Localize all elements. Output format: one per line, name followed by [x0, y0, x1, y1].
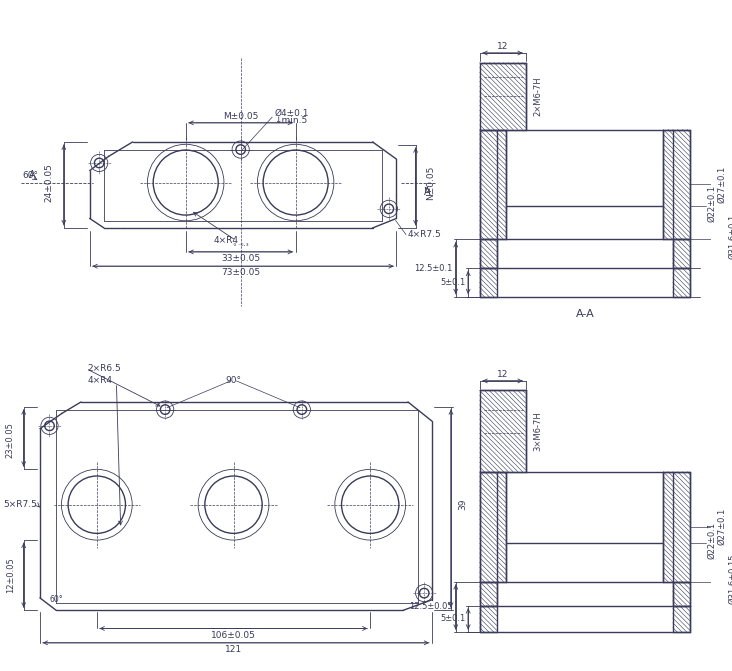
Text: ₋₀.₃: ₋₀.₃ [238, 241, 250, 247]
Text: 121: 121 [225, 645, 242, 654]
Text: Ø27±0.1: Ø27±0.1 [717, 166, 727, 203]
Text: Ø31.6±0.15: Ø31.6±0.15 [728, 554, 732, 604]
Text: 23±0.05: 23±0.05 [6, 423, 15, 458]
Text: Ø27±0.1: Ø27±0.1 [717, 508, 727, 546]
Text: A: A [29, 170, 36, 180]
Text: 5±0.1: 5±0.1 [440, 278, 466, 287]
Text: 2×R6.5: 2×R6.5 [88, 364, 122, 373]
Text: 4×R7.5: 4×R7.5 [408, 230, 441, 239]
Text: Ø22±0.1: Ø22±0.1 [707, 522, 716, 559]
Text: 12: 12 [497, 42, 508, 51]
Text: 12.5±0.1: 12.5±0.1 [414, 264, 453, 272]
Text: 33±0.05: 33±0.05 [221, 254, 261, 263]
Text: 39: 39 [458, 499, 467, 511]
Text: 12±0.05: 12±0.05 [6, 558, 15, 593]
Text: 12.5±0.05: 12.5±0.05 [409, 603, 453, 611]
Text: 5×R7.5: 5×R7.5 [3, 500, 37, 509]
Text: 24±0.05: 24±0.05 [44, 163, 53, 202]
Text: 2×M6-7H: 2×M6-7H [533, 76, 542, 116]
Text: 60°: 60° [23, 171, 38, 180]
Text: 12: 12 [497, 370, 508, 378]
Text: 4×R4: 4×R4 [88, 376, 113, 385]
Text: Ø31.6±0.1: Ø31.6±0.1 [728, 214, 732, 259]
Text: Ø22±0.1: Ø22±0.1 [707, 185, 716, 221]
Text: 5±0.1: 5±0.1 [440, 615, 466, 623]
Text: 60°: 60° [49, 595, 63, 605]
Text: A-A: A-A [575, 309, 594, 319]
Text: 90°: 90° [225, 376, 242, 385]
Text: M±0.05: M±0.05 [223, 111, 258, 121]
Text: A: A [424, 187, 430, 197]
Text: 106±0.05: 106±0.05 [211, 631, 256, 639]
Text: N±0.05: N±0.05 [427, 165, 436, 200]
Text: 73±0.05: 73±0.05 [221, 268, 261, 277]
Text: 3×M6-7H: 3×M6-7H [533, 411, 542, 451]
Text: ↓min.5: ↓min.5 [274, 116, 307, 125]
Text: 4×R4: 4×R4 [214, 236, 239, 245]
Text: ⁰: ⁰ [229, 244, 236, 250]
Text: Ø4±0.1: Ø4±0.1 [274, 109, 309, 117]
